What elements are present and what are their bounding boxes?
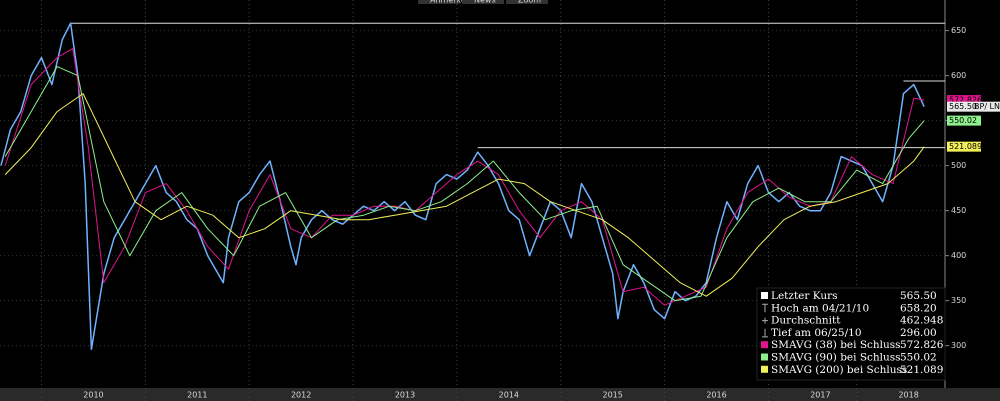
value-tag-label: 521.089 <box>949 142 982 151</box>
legend-value: 550.02 <box>900 352 937 364</box>
ticker-label: BP/ LN <box>974 102 1000 111</box>
price-line <box>0 22 925 351</box>
legend-value: 462.948 <box>900 315 943 327</box>
x-tick-label: 2015 <box>603 391 623 400</box>
toolbar-button[interactable] <box>506 0 548 4</box>
value-tag-label: 572.826 <box>949 96 982 105</box>
legend-value: 565.50 <box>900 290 937 302</box>
sma-line <box>4 93 925 297</box>
sma-line <box>4 66 925 302</box>
value-tag-label: 565.50 <box>949 102 977 111</box>
x-tick-label: 2011 <box>187 391 207 400</box>
legend-value: 572.826 <box>900 339 944 351</box>
x-axis-band <box>0 388 1000 401</box>
legend-label: SMAVG (90) bei Schluss <box>771 352 901 364</box>
legend-label: Durchschnitt <box>771 315 841 327</box>
value-tag-label: 550.02 <box>949 116 977 125</box>
y-tick-label: 350 <box>951 296 966 305</box>
legend-value: 296.00 <box>900 327 937 339</box>
toolbar-label[interactable]: Zoom <box>518 0 541 5</box>
toolbar-label[interactable]: Anmerken <box>430 0 471 5</box>
x-tick-label: 2018 <box>898 391 918 400</box>
toolbar-button[interactable] <box>418 0 460 4</box>
x-tick-label: 2010 <box>83 391 103 400</box>
toolbar-button[interactable] <box>462 0 504 4</box>
legend-value: 521.089 <box>900 364 943 376</box>
legend: Letzter Kurs 565.50 Hoch am 04/21/10 658.20… <box>756 287 946 381</box>
x-tick-label: 2016 <box>706 391 726 400</box>
legend-symbol <box>762 303 768 313</box>
toolbar-label[interactable]: News <box>474 0 496 5</box>
legend-box <box>756 287 946 381</box>
value-tag <box>947 101 1000 112</box>
legend-label: SMAVG (200) bei Schluss <box>771 364 907 376</box>
y-tick-label: 600 <box>951 71 966 80</box>
y-tick-label: 400 <box>951 251 966 260</box>
legend-swatch <box>761 292 768 299</box>
x-tick-label: 2012 <box>291 391 311 400</box>
x-tick-label: 2014 <box>499 391 519 400</box>
legend-swatch <box>761 353 768 361</box>
legend-symbol <box>762 328 768 338</box>
plot: 3003504004505005506006502010201120122013… <box>0 0 966 401</box>
value-tag <box>947 141 981 152</box>
legend-symbol <box>762 317 768 324</box>
y-tick-label: 450 <box>951 206 966 215</box>
legend-swatch <box>761 341 768 349</box>
y-tick-label: 300 <box>951 341 966 350</box>
legend-label: Letzter Kurs <box>771 290 838 302</box>
x-tick-label: 2017 <box>810 391 830 400</box>
legend-swatch <box>761 365 768 373</box>
legend-label: Tief am 06/25/10 <box>771 327 862 339</box>
y-tick-label: 500 <box>951 161 966 170</box>
legend-label: Hoch am 04/21/10 <box>771 302 869 314</box>
legend-label: SMAVG (38) bei Schluss <box>771 339 901 351</box>
legend-value: 658.20 <box>900 302 937 314</box>
y-tick-label: 650 <box>951 26 966 35</box>
value-tag <box>947 115 981 126</box>
x-tick-label: 2013 <box>395 391 415 400</box>
value-tag <box>947 95 981 106</box>
toolbar: Anmerken News Zoom <box>418 0 548 5</box>
